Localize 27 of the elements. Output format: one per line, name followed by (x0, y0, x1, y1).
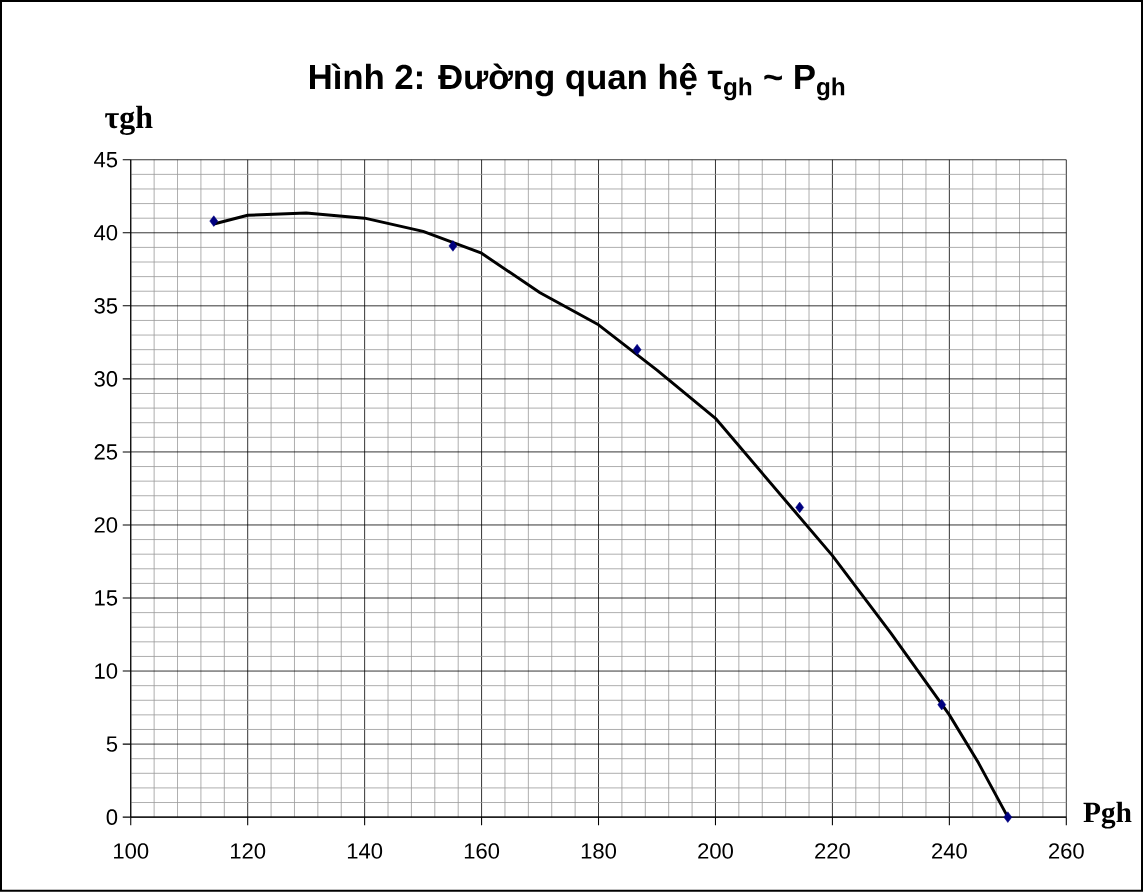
y-tick-label: 10 (95, 663, 118, 679)
point (209, 215, 219, 227)
x-tick-label: 160 (464, 843, 500, 859)
point (632, 344, 642, 356)
x-tick-label: 100 (114, 843, 149, 859)
y-tick-label: 15 (95, 590, 118, 606)
chart-title: Hình 2: Đường quan hệ τ$_{gh}$ ~ P$_{gh}$ (310, 63, 845, 101)
x-tick-label: 180 (581, 843, 617, 859)
y-tick-label: 0 (106, 809, 118, 825)
x-tick-label: 240 (932, 843, 967, 859)
point (937, 699, 947, 711)
x-tick-label: 200 (698, 843, 733, 859)
x-tick-label: 120 (231, 843, 266, 859)
y-axis-title: τgh (105, 105, 153, 136)
y-tick-label: 40 (94, 225, 118, 241)
y-tick-label: 5 (106, 736, 118, 752)
x-axis-title: Pgh (1083, 801, 1132, 829)
y-tick-label: 20 (94, 517, 118, 533)
y-tick-label: 25 (94, 444, 118, 460)
x-tick-label: 260 (1049, 843, 1084, 859)
y-tick-label: 35 (94, 298, 118, 314)
y-tick-label: 30 (94, 371, 118, 387)
x-tick-label: 220 (815, 843, 850, 859)
point (448, 240, 458, 252)
x-tick-label: 140 (347, 843, 383, 859)
point (1003, 811, 1013, 823)
y-tick-label: 45 (94, 152, 118, 168)
